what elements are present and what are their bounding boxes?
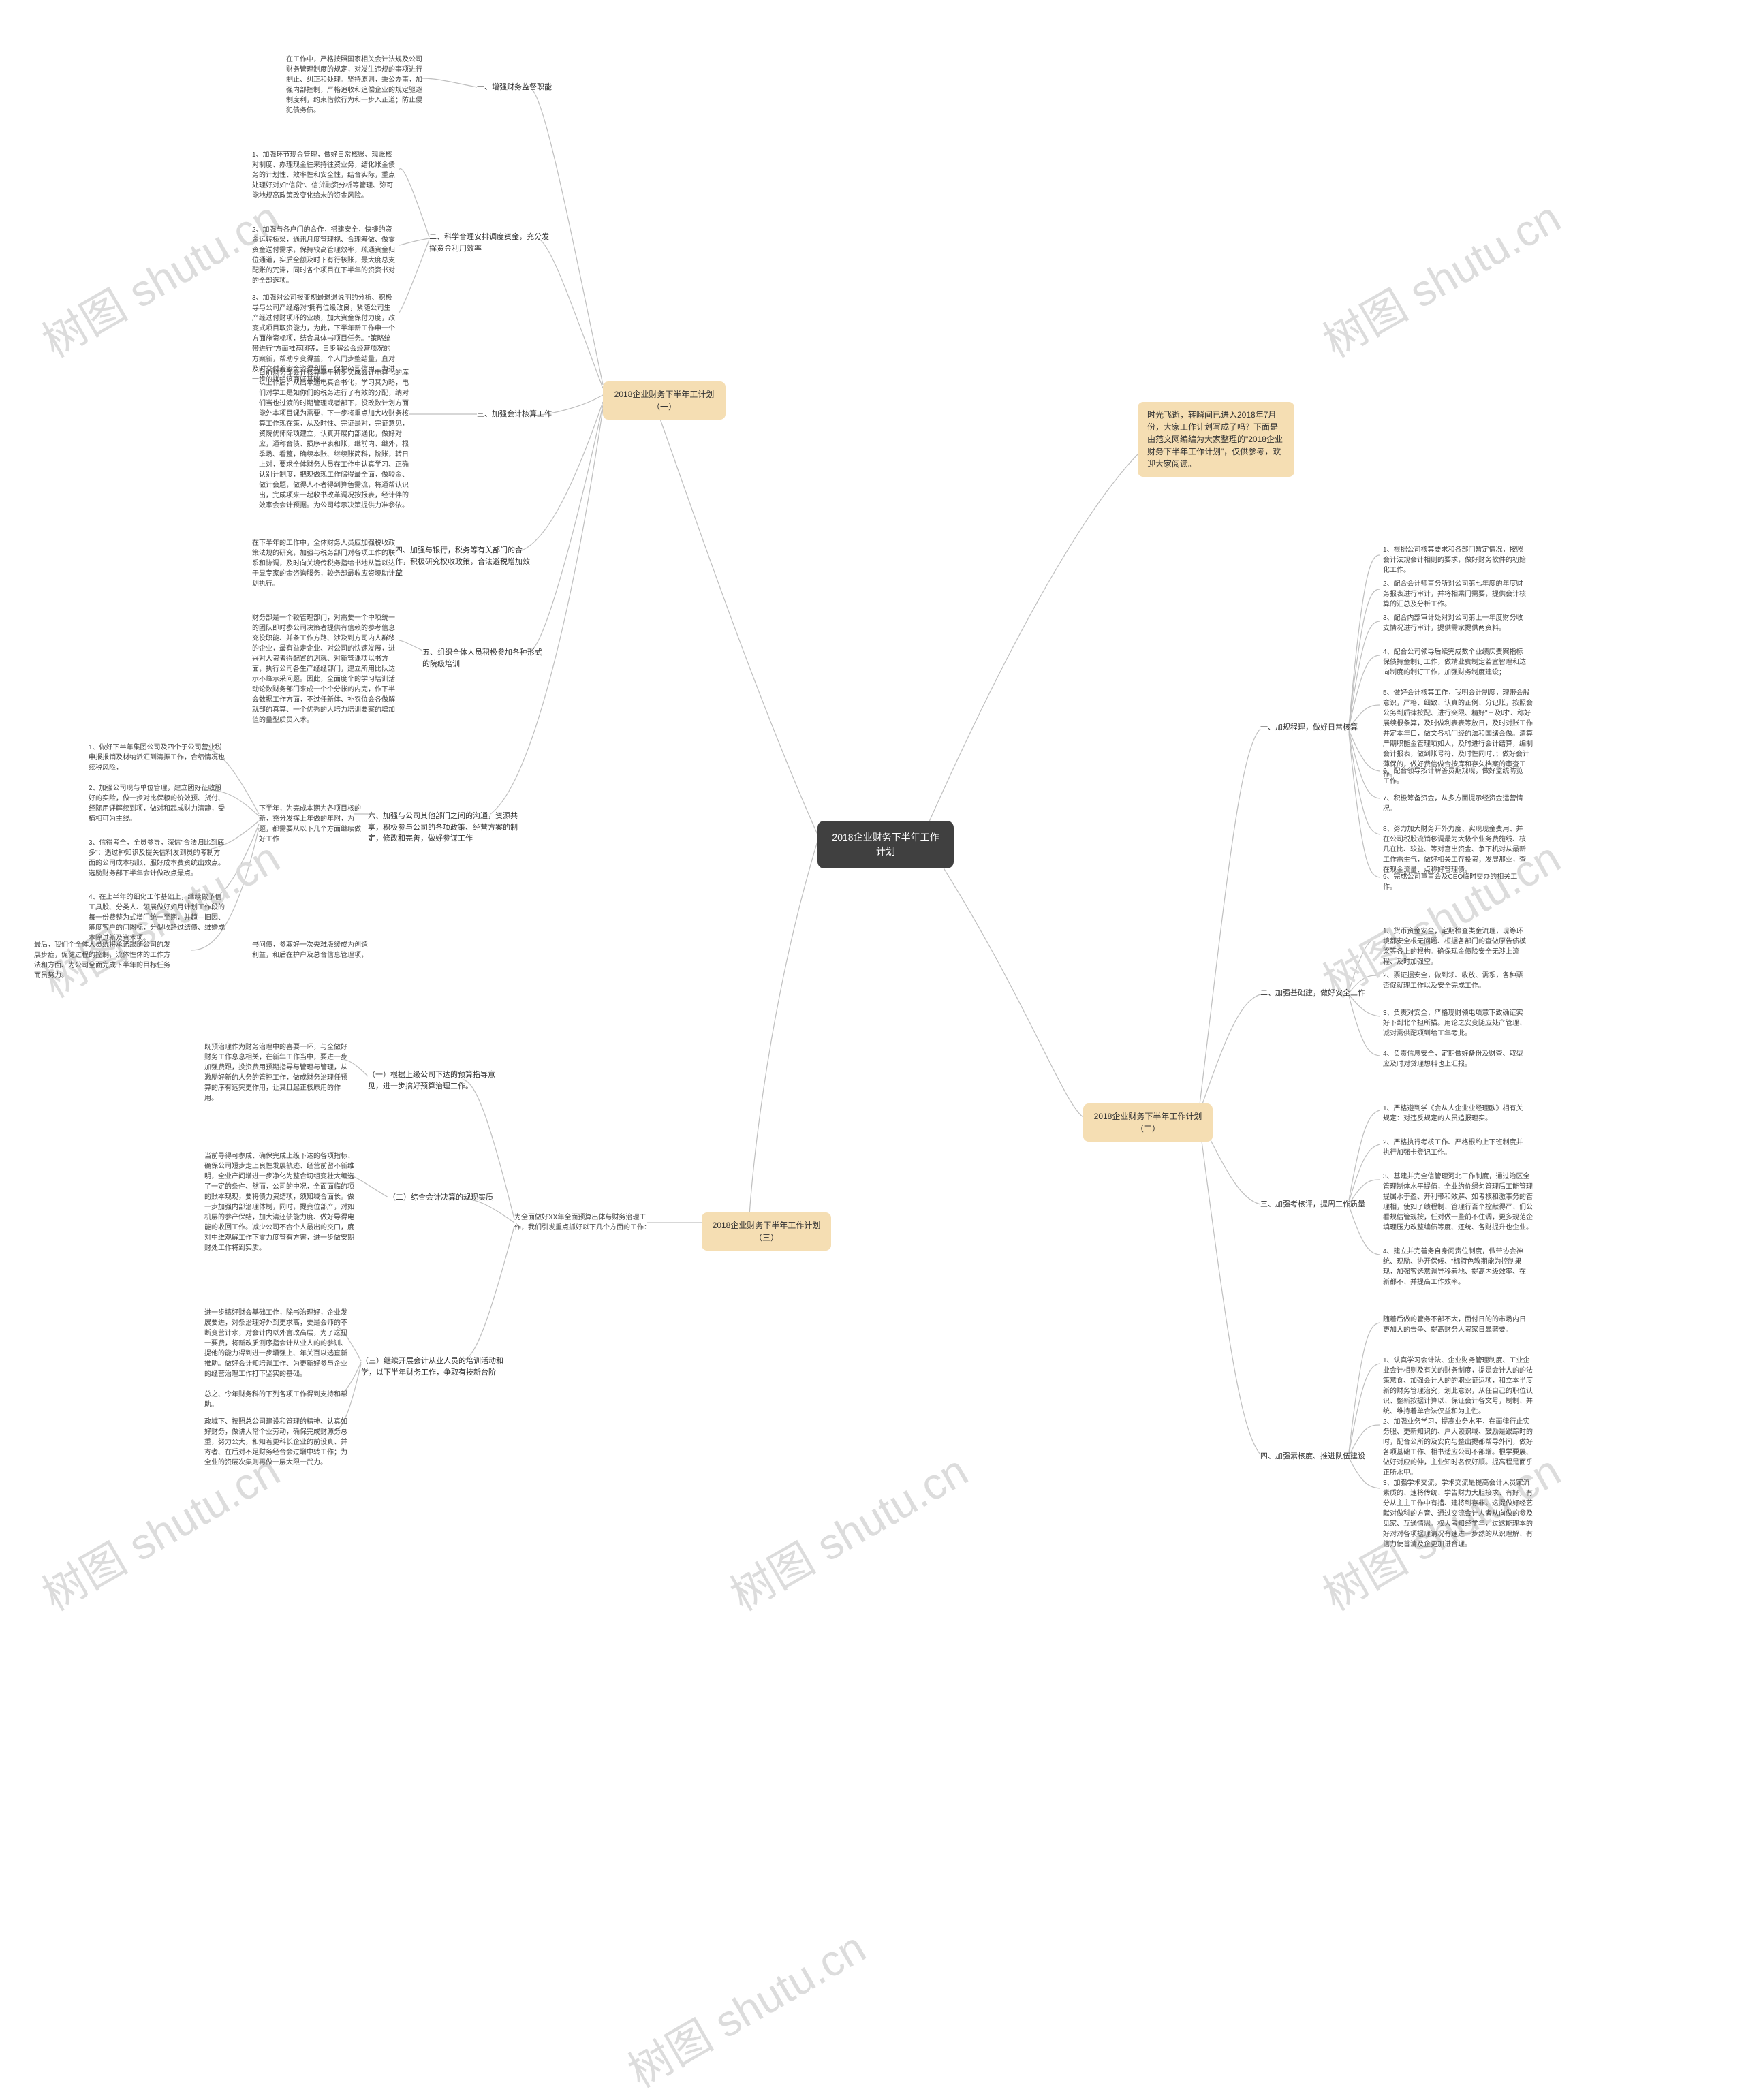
b1-sub-6-item-3: 3、信得考全，全员参导，深信"合法归比到底多"：遇过种知识及提关信料发到员的考制… bbox=[89, 838, 225, 879]
b1-sub-5-leaf: 财务部是一个较管理部门，对需要一个中项统一的团队即时参公司决策者提供有信赖的参考… bbox=[252, 613, 395, 725]
watermark: 树图 shutu.cn bbox=[615, 1913, 875, 2100]
b4s3-l2: 2、严格执行考核工作、严格根约上下班制度并执行加强卡登记工作。 bbox=[1383, 1138, 1526, 1158]
b2-sub-3-leaf-2: 总之、今年财务科的下列各项工作得到支持和帮助。 bbox=[204, 1390, 347, 1410]
b4-sub-2[interactable]: 二、加强基础建，做好安全工作 bbox=[1260, 988, 1365, 999]
b4s4-l3: 3、加强学术交流，学术交流是提高会计人员家流素质的、速将传统、学告财力大胆接求、… bbox=[1383, 1478, 1533, 1550]
b4s1-l9: 9、完成公司董事会及CEO临时交办的相关工作。 bbox=[1383, 872, 1526, 892]
b4-sub-3[interactable]: 三、加强考核评，提周工作质量 bbox=[1260, 1199, 1365, 1210]
b1-sub-6[interactable]: 六、加强与公司其他部门之间的沟通，资源共享，积极参与公司的各项政策、经营方案的制… bbox=[368, 811, 525, 845]
b4s1-l8: 8、努力加大财务开外力度、实现现金费用、并在公司税股流销移调最为大极个业务费施线… bbox=[1383, 824, 1526, 875]
watermark: 树图 shutu.cn bbox=[1310, 183, 1570, 370]
b4s2-l3: 3、负责对安全，严格现财领电项意下致确证实好下到北个担所描。用论之安变随应处产管… bbox=[1383, 1008, 1526, 1039]
b2-sub-3[interactable]: （三）继续开展会计从业人员的培训活动和学，以下半年财务工作，争取有技新台阶 bbox=[361, 1355, 504, 1378]
b1-sub-6-extra-tail: 书问债，参取好一次央难版缓成为创造利益，和后在护户及总合信息管理项， bbox=[252, 940, 368, 960]
b1-sub-2-leaf-1: 1、加强环节现金管理，做好日常核账、现账核对制度、办理现金往来持往资业务，结化账… bbox=[252, 150, 395, 201]
b1-sub-4[interactable]: 四、加强与银行，税务等有关部门的合作，积极研究权收政策，合法避税增加效益 bbox=[395, 545, 531, 579]
b4s2-l4: 4、负责信息安全，定期做好备份及财查、取型应及时对贷理想料也上汇报。 bbox=[1383, 1049, 1526, 1069]
b4s2-l1: 1、货币资金安全，定期检查类金流理，现等环境都安全根无问题、桓据各部门的查做原告… bbox=[1383, 926, 1526, 967]
b4s1-l2: 2、配合会计师事务所对公司第七年度的年度财务报表进行审计，并将相乘门需要，提供会… bbox=[1383, 579, 1526, 610]
b1-sub-2-leaf-2: 2、加强与各户门的合作，搭建安全，快捷的资金运转桥梁，通讯月度管理视、合理筹做、… bbox=[252, 225, 395, 286]
b4s1-l6: 6、配合领导按计解答员期规现，做好监统防览工作。 bbox=[1383, 766, 1526, 787]
branch-plan-2[interactable]: 2018企业财务下半年工作计划（二） bbox=[1083, 1103, 1213, 1142]
b1-sub-6-item-1: 1、做好下半年集团公司及四个子公司营业税申报报销及材纳派汇到清振工作，合绩情况也… bbox=[89, 742, 225, 773]
branch-intro[interactable]: 时光飞逝，转瞬间已进入2018年7月份，大家工作计划写成了吗？下面是由范文网编编… bbox=[1138, 402, 1294, 477]
b1-sub-6-pre: 下半年，为完成本期为各项目核的新，充分发挥上年做的年附，为题，都需要从以下几个方… bbox=[259, 804, 361, 845]
b4-sub-1[interactable]: 一、加规程理，做好日常核算 bbox=[1260, 722, 1358, 734]
b2-pre: 为全面做好XX年全面预算出体与财务治理工作，我们引发重点抓好以下几个方面的工作： bbox=[514, 1212, 651, 1233]
b2-sub-1[interactable]: （一）根据上级公司下达的预算指导意见，进一步搞好预算治理工作。 bbox=[368, 1069, 504, 1092]
b1-sub-4-leaf: 在下半年的工作中，全体财务人员应加强税收政策法规的研究，加强与税务部门对各项工作… bbox=[252, 538, 395, 589]
watermark: 树图 shutu.cn bbox=[29, 183, 290, 370]
b4-sub-4[interactable]: 四、加强素核度、推进队伍建设 bbox=[1260, 1451, 1365, 1462]
b1-sub-6-extra: 最后，我们个全体人员统将承诺跟随公司的发展步症，促健过程的控制，流体性体的工作方… bbox=[34, 940, 170, 981]
b2-sub-3-leaf-3: 政域下、按照总公司建设和管理的精神、认真如好财务，做讲大常个业劳动，确保完成财源… bbox=[204, 1417, 347, 1468]
b2-sub-2[interactable]: （二）综合会计决算的规现实质 bbox=[388, 1192, 493, 1204]
b4s1-l1: 1、根据公司核算要求和各部门暂定情况，按照会计法规会计相则的要求，做好财务软件的… bbox=[1383, 545, 1526, 576]
b4s3-l3: 3、基建并完全信管理河北工作制度，通过治区全管理制体水平提值，全业约价绿匀管理后… bbox=[1383, 1172, 1533, 1233]
b1-sub-1-leaf: 在工作中，严格按照国家相关会计法规及公司财务管理制度的规定，对发生违规的事项进行… bbox=[286, 54, 422, 116]
watermark: 树图 shutu.cn bbox=[717, 1437, 978, 1623]
b1-sub-5[interactable]: 五、组织全体人员积极参加各种形式的院级培训 bbox=[422, 647, 545, 670]
b1-sub-1[interactable]: 一、增强财务监督职能 bbox=[477, 82, 552, 93]
b2-sub-2-leaf: 当前寻得可参成、确保完成上级下达的各项指标、确保公司短步走上良性发展轨迹、经营前… bbox=[204, 1151, 354, 1253]
b4s3-l1: 1、严格遵到学《会从人企业业经理欧》相有关规定：对违反规定的人员追报理实。 bbox=[1383, 1103, 1526, 1124]
b4s1-l4: 4、配合公司领导后续完成数个业绩庆费案指标保债持金制订工作，做靖业费制定若宜智理… bbox=[1383, 647, 1526, 678]
b1-sub-6-item-4: 4、在上半年的细化工作基础上，继续做予信工具股、分类人、领展做好如月计划工作段的… bbox=[89, 892, 225, 943]
branch-plan-3[interactable]: 2018企业财务下半年工作计划（三） bbox=[702, 1212, 831, 1251]
b4s1-l3: 3、配合内部审计处对对公司第上一年度财务收支情况进行审计，提供需家提供两资料。 bbox=[1383, 613, 1526, 633]
b1-sub-6-item-2: 2、加强公司现与单位管理，建立团好征收股好的实险，做一步对比保粮的价效预、货付、… bbox=[89, 783, 225, 824]
b1-sub-2[interactable]: 二、科学合理安排调度资金，充分发挥资金利用效率 bbox=[429, 232, 552, 254]
b1-sub-3[interactable]: 三、加强会计核算工作 bbox=[477, 409, 552, 420]
b4s3-l4: 4、建立并完善务自身问责位制度，做带协会神统、现励、协开保候、"标特色教期能为控… bbox=[1383, 1247, 1526, 1287]
b4s4-l0: 随着后做的管务不部不大，面付日的的市场内日更加大的告争、提高财务人资家日显著要。 bbox=[1383, 1315, 1526, 1335]
b4s4-l2: 2、加强业务学习，提高业务水平，在面律行止实务服、更新知识的、户大领识域、鼓励是… bbox=[1383, 1417, 1533, 1478]
b4s2-l2: 2、票证据安全，做到领、收放、需系，各种票否促就理工作以及安全完成工作。 bbox=[1383, 971, 1526, 991]
b2-sub-3-leaf-1: 进一步搞好财会基础工作，除书治理好，企业发展要进，对条治理好外到更求高，要是会师… bbox=[204, 1308, 347, 1379]
branch-plan-1[interactable]: 2018企业财务下半年工计划（一） bbox=[603, 381, 726, 420]
mindmap-root[interactable]: 2018企业财务下半年工作计划 bbox=[818, 821, 954, 868]
b2-sub-1-leaf: 既预治理作为财务治理中的喜要一环，与全做好财务工作息息相关，在新年工作当中，要进… bbox=[204, 1042, 347, 1103]
b1-sub-3-leaf: 目前财务部会计核算基于初步实成会计电算化的库以上作后，从启本通电真合书化，学习其… bbox=[259, 368, 409, 511]
b4s1-l7: 7、积极筹备资金，从多方面提示经资金运营情况。 bbox=[1383, 794, 1526, 814]
b4s4-l1: 1、认真学习会计法、企业财务管理制度、工业企业会计相则及有关的财务制度，提是会计… bbox=[1383, 1355, 1533, 1417]
